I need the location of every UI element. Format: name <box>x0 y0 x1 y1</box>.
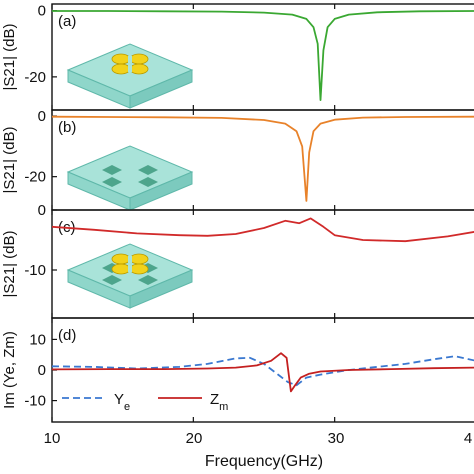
legend-label-subscript: e <box>124 401 130 413</box>
panel-label: (a) <box>58 13 76 30</box>
y-axis-title: Im (Ye, Zm) <box>1 331 18 409</box>
inset-gold-gap <box>128 256 132 272</box>
series-line-panel2 <box>52 115 474 202</box>
legend-label-subscript: m <box>219 401 228 413</box>
y-tick-label: 0 <box>38 3 46 20</box>
inset-gold-petal <box>111 253 131 265</box>
panel-4: 10 0 -10 (d) Im (Ye, Zm) Ye Zm <box>1 317 474 423</box>
structure-inset-a <box>66 43 194 109</box>
legend-label-z: Zm <box>210 391 228 413</box>
panel-label: (b) <box>58 119 76 136</box>
structure-inset-b <box>66 145 194 211</box>
inset-gold-petal <box>111 53 131 65</box>
y-tick-label: 0 <box>38 362 46 379</box>
inset-gold-petal <box>129 63 149 75</box>
inset-gold-petal <box>129 263 149 275</box>
y-tick-label: 10 <box>29 331 46 348</box>
y-tick-label: -20 <box>24 69 46 86</box>
y-axis-title: |S21| (dB) <box>1 231 18 298</box>
inset-right-face <box>129 171 193 211</box>
inset-right-face <box>129 269 193 309</box>
y-axis-title: |S21| (dB) <box>1 127 18 194</box>
inset-gold-petal <box>111 263 131 275</box>
inset-bottom-patch <box>138 177 158 187</box>
inset-bottom-patch <box>102 275 122 285</box>
series-line-ye <box>52 355 474 387</box>
y-tick-label: -20 <box>24 169 46 186</box>
inset-bottom-patch <box>102 177 122 187</box>
inset-gold-petal <box>129 53 149 65</box>
inset-right-face <box>129 69 193 109</box>
y-tick-label: -10 <box>24 393 46 410</box>
x-tick-label-10: 10 <box>44 430 61 447</box>
legend-label-y: Ye <box>114 391 130 413</box>
panel-label: (d) <box>58 327 76 344</box>
x-axis-title: Frequency(GHz) <box>205 453 323 470</box>
y-tick-label: -10 <box>24 262 46 279</box>
inset-gold-petal <box>129 253 149 265</box>
inset-bottom-patch <box>138 165 158 175</box>
x-tick-label-40: 4 <box>464 430 472 447</box>
panel-3: 0-10(c)|S21| (dB) <box>1 202 474 319</box>
inset-bottom-patch <box>138 275 158 285</box>
inset-gold-gap <box>128 56 132 72</box>
y-tick-label: 0 <box>38 108 46 125</box>
panel-1: 0 -20 (a) |S21| (dB) <box>1 3 474 111</box>
series-line-panel1 <box>52 10 474 101</box>
x-tick-label-20: 20 <box>186 430 203 447</box>
y-axis-title: |S21| (dB) <box>1 24 18 91</box>
inset-gold-petal <box>111 63 131 75</box>
x-tick-label-30: 30 <box>328 430 345 447</box>
y-tick-label: 0 <box>38 202 46 219</box>
structure-inset-c <box>66 243 194 309</box>
series-line-zm <box>52 352 474 393</box>
panel-2: 0 -20 (b) |S21| (dB) <box>1 108 474 211</box>
series-line-panel3 <box>52 217 474 243</box>
inset-bottom-patch <box>102 165 122 175</box>
